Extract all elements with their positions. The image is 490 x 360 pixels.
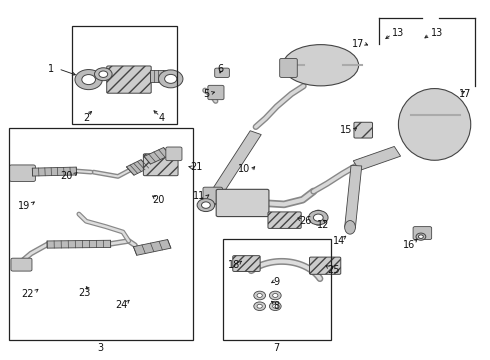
Circle shape [254,291,266,300]
Text: 17: 17 [352,39,365,49]
FancyBboxPatch shape [215,68,229,77]
Ellipse shape [344,221,355,234]
Text: 19: 19 [18,201,30,211]
Circle shape [314,214,323,221]
Circle shape [270,291,281,300]
Circle shape [99,71,108,77]
Text: 24: 24 [115,300,128,310]
FancyBboxPatch shape [268,212,301,228]
Circle shape [416,233,426,240]
Text: 25: 25 [327,265,340,275]
FancyBboxPatch shape [144,154,178,176]
Text: 1: 1 [49,64,54,74]
Text: 18: 18 [228,260,240,270]
Circle shape [82,75,96,85]
Text: 9: 9 [273,277,279,287]
Circle shape [95,68,112,81]
FancyBboxPatch shape [233,256,260,271]
Text: 20: 20 [61,171,73,181]
Text: 3: 3 [98,343,104,353]
FancyBboxPatch shape [11,258,32,271]
FancyBboxPatch shape [280,58,297,77]
FancyBboxPatch shape [203,187,222,204]
Text: 22: 22 [22,289,34,299]
Polygon shape [47,240,111,248]
Text: 7: 7 [273,343,280,353]
Text: 8: 8 [273,301,279,311]
Text: 16: 16 [403,239,415,249]
FancyBboxPatch shape [9,165,35,181]
FancyBboxPatch shape [107,66,151,93]
Text: 5: 5 [203,89,210,99]
Circle shape [270,302,281,311]
FancyBboxPatch shape [413,226,432,239]
Circle shape [254,302,266,311]
Text: 13: 13 [431,28,443,38]
Circle shape [165,75,177,84]
Bar [72,26,176,125]
Text: 13: 13 [392,28,404,38]
Text: 12: 12 [317,220,329,230]
Text: 10: 10 [238,164,250,174]
Text: 21: 21 [190,162,203,172]
Circle shape [257,304,262,308]
FancyBboxPatch shape [216,189,269,217]
Polygon shape [32,167,76,176]
Circle shape [75,69,102,90]
Text: 17: 17 [459,89,471,99]
Circle shape [309,211,328,225]
Ellipse shape [312,210,324,225]
Circle shape [272,304,278,308]
Polygon shape [353,147,401,171]
Circle shape [257,293,262,297]
Text: 2: 2 [83,113,89,123]
Text: 15: 15 [340,125,352,135]
Circle shape [418,235,423,238]
Text: 6: 6 [217,64,223,74]
Ellipse shape [283,45,359,86]
Bar [223,239,331,339]
Text: 23: 23 [79,288,91,298]
Text: 4: 4 [159,113,165,123]
Polygon shape [126,160,148,175]
Circle shape [159,70,183,88]
FancyBboxPatch shape [166,147,182,161]
Text: 20: 20 [152,195,165,205]
Circle shape [197,199,215,212]
Polygon shape [144,148,170,164]
FancyBboxPatch shape [208,85,224,100]
Circle shape [272,293,278,297]
FancyBboxPatch shape [354,122,372,138]
Polygon shape [201,191,222,206]
Text: 26: 26 [300,216,312,226]
Bar [9,128,193,339]
Polygon shape [133,239,171,255]
Circle shape [201,202,210,208]
Text: 11: 11 [193,191,205,201]
FancyBboxPatch shape [310,257,341,274]
Ellipse shape [398,89,471,160]
Polygon shape [150,70,167,82]
Text: 14: 14 [333,236,345,246]
Polygon shape [213,131,261,193]
Polygon shape [344,165,362,228]
